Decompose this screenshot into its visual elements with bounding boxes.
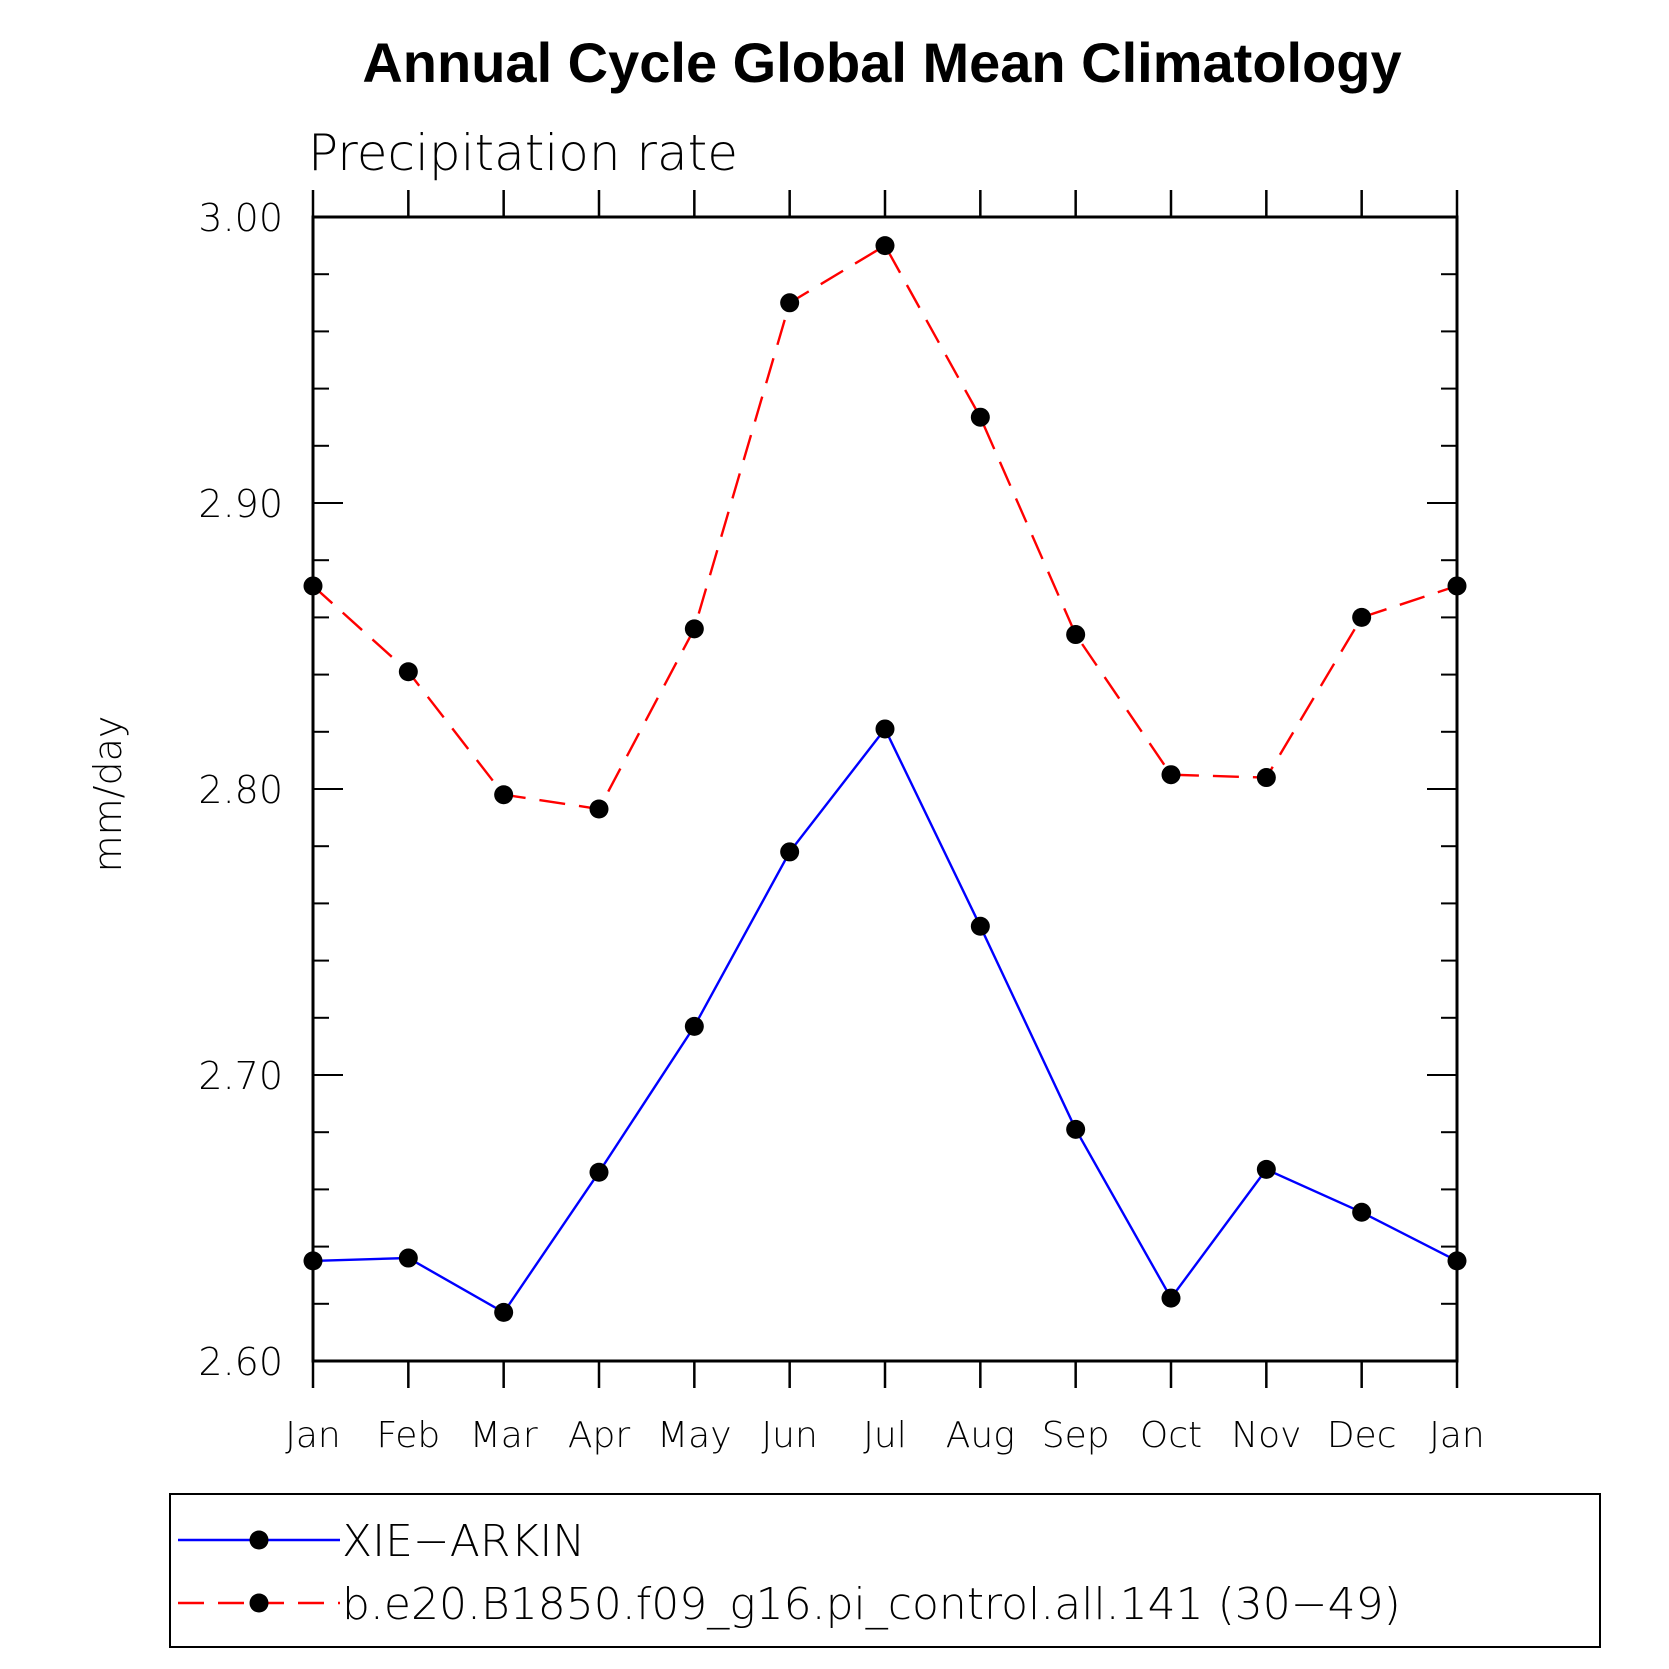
- data-point: [1447, 1251, 1467, 1271]
- legend-label: b.e20.B1850.f09_g16.pi_control.all.141 (…: [342, 1579, 1401, 1630]
- data-point: [1256, 768, 1276, 788]
- y-tick-label: 2.60: [198, 1340, 283, 1384]
- data-point: [684, 619, 704, 639]
- data-point: [494, 785, 514, 805]
- data-point: [1161, 1288, 1181, 1308]
- y-tick-label: 3.00: [198, 196, 283, 240]
- x-tick-label: May: [657, 1415, 731, 1456]
- x-tick-label: Aug: [946, 1415, 1015, 1456]
- chart-title: Annual Cycle Global Mean Climatology: [362, 31, 1401, 94]
- data-point: [780, 842, 800, 862]
- data-point: [494, 1302, 514, 1322]
- data-point: [398, 1248, 418, 1268]
- data-point: [1352, 607, 1372, 627]
- legend-entry: XIE−ARKIN: [178, 1516, 585, 1567]
- data-point: [875, 236, 895, 256]
- legend: XIE−ARKIN b.e20.B1850.f09_g16.pi_control.…: [169, 1493, 1601, 1648]
- legend-marker: [249, 1593, 269, 1613]
- data-point: [875, 719, 895, 739]
- y-axis-ticks: [313, 216, 1457, 1362]
- data-point: [303, 576, 323, 596]
- x-tick-label: Sep: [1042, 1415, 1110, 1456]
- x-tick-label: Feb: [376, 1415, 440, 1456]
- data-point: [780, 293, 800, 313]
- legend-label: XIE−ARKIN: [342, 1516, 585, 1567]
- x-tick-label: Oct: [1140, 1415, 1202, 1456]
- data-point: [589, 1162, 609, 1182]
- plot-frame: [311, 215, 1459, 1363]
- y-tick-label: 2.90: [198, 482, 283, 526]
- legend-box: [169, 1493, 1601, 1648]
- y-tick-label: 2.70: [198, 1054, 283, 1098]
- data-point: [303, 1251, 323, 1271]
- data-point: [970, 916, 990, 936]
- data-point: [1256, 1159, 1276, 1179]
- x-tick-label: Jan: [1429, 1415, 1485, 1456]
- series-2: [303, 236, 1467, 819]
- x-tick-label: Dec: [1327, 1415, 1397, 1456]
- data-point: [589, 799, 609, 819]
- y-tick-labels: 2.60 2.70 2.80 2.90 3.00: [198, 196, 283, 1384]
- data-point: [1066, 1119, 1086, 1139]
- data-point: [1352, 1202, 1372, 1222]
- chart-subtitle: Precipitation rate: [308, 124, 738, 182]
- legend-marker: [249, 1530, 269, 1550]
- legend-entry: b.e20.B1850.f09_g16.pi_control.all.141 (…: [178, 1579, 1401, 1630]
- x-tick-label: Jan: [285, 1415, 341, 1456]
- data-point: [684, 1016, 704, 1036]
- data-point: [398, 662, 418, 682]
- x-tick-label: Nov: [1231, 1415, 1301, 1456]
- data-point: [1161, 765, 1181, 785]
- y-axis-label: mm/day: [86, 716, 130, 873]
- data-point: [1066, 625, 1086, 645]
- x-tick-label: Jun: [762, 1415, 818, 1456]
- series-layer: [303, 236, 1467, 1322]
- series-line: [312, 726, 1458, 1314]
- x-tick-label: Apr: [568, 1415, 630, 1456]
- x-tick-labels: Jan Feb Mar Apr May Jun Jul Aug Sep Oct Nov Dec Jan: [285, 1415, 1485, 1456]
- y-tick-label: 2.80: [198, 768, 283, 812]
- series-1: [303, 719, 1467, 1322]
- x-axis-ticks: [311, 190, 1459, 1388]
- x-tick-label: Jul: [863, 1415, 906, 1456]
- x-tick-label: Mar: [470, 1415, 538, 1456]
- data-point: [970, 407, 990, 427]
- data-point: [1447, 576, 1467, 596]
